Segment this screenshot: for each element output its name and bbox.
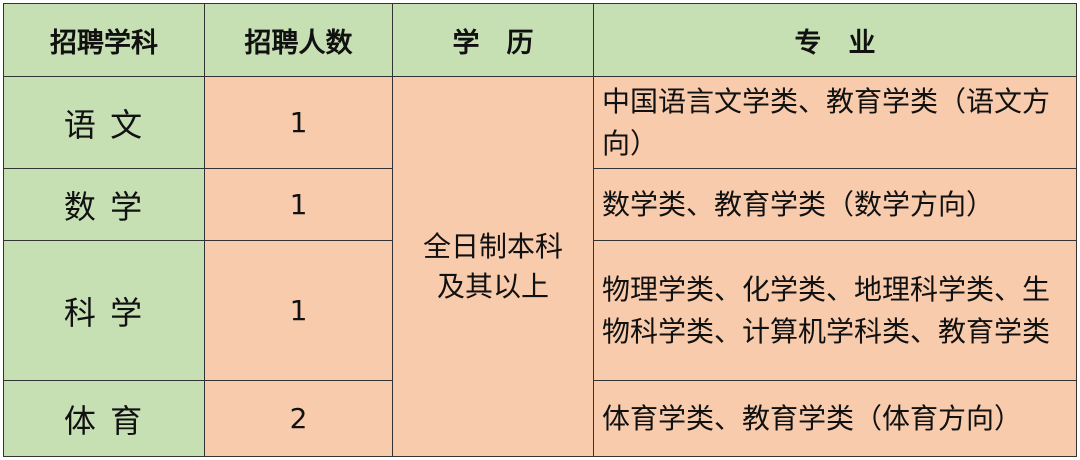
header-row: 招聘学科 招聘人数 学 历 专 业 (3, 3, 1077, 77)
count-cell: 1 (204, 168, 393, 241)
major-cell: 物理学类、化学类、地理科学类、生物科学类、计算机学科类、教育学类 (593, 240, 1077, 381)
header-subject: 招聘学科 (3, 3, 205, 77)
education-line: 及其以上 (436, 269, 549, 303)
count-cell: 2 (204, 380, 393, 457)
count-cell: 1 (204, 76, 393, 169)
major-cell: 中国语言文学类、教育学类（语文方向） (593, 76, 1077, 169)
table-row: 数 学 1 数学类、教育学类（数学方向） (3, 168, 1077, 241)
header-education: 学 历 (392, 3, 594, 77)
header-major: 专 业 (593, 3, 1077, 77)
recruitment-table: 招聘学科 招聘人数 学 历 专 业 语 文 1 全日制本科 及其以上 中国语言文… (3, 3, 1077, 457)
count-cell: 1 (204, 240, 393, 381)
major-cell: 数学类、教育学类（数学方向） (593, 168, 1077, 241)
subject-cell: 体 育 (3, 380, 205, 457)
education-line: 全日制本科 (422, 229, 563, 263)
table-row: 科 学 1 物理学类、化学类、地理科学类、生物科学类、计算机学科类、教育学类 (3, 240, 1077, 381)
table-row: 体 育 2 体育学类、教育学类（体育方向） (3, 380, 1077, 457)
header-count: 招聘人数 (204, 3, 393, 77)
subject-cell: 科 学 (3, 240, 205, 381)
subject-cell: 语 文 (3, 76, 205, 169)
subject-cell: 数 学 (3, 168, 205, 241)
table-row: 语 文 1 全日制本科 及其以上 中国语言文学类、教育学类（语文方向） (3, 76, 1077, 457)
education-cell: 全日制本科 及其以上 (392, 76, 594, 457)
major-cell: 体育学类、教育学类（体育方向） (593, 380, 1077, 457)
